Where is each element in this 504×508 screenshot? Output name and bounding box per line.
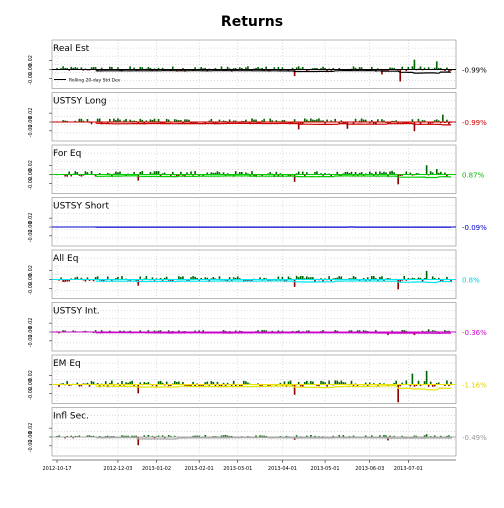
x-tick-label: 2012-10-17 — [42, 466, 71, 472]
return-bar — [294, 385, 296, 395]
series-value-label: -0.36% — [462, 329, 487, 337]
x-tick-label: 2013-07-01 — [394, 466, 423, 472]
series-value-label: -0.99% — [462, 119, 487, 127]
series-label: For Eq — [53, 149, 81, 159]
return-bar — [111, 381, 113, 385]
y-tick-label: -0.02 — [28, 177, 34, 190]
chart-title: Returns — [221, 14, 283, 30]
return-bar — [131, 381, 133, 385]
return-bar — [418, 381, 420, 385]
return-bar — [290, 381, 292, 385]
return-bar — [397, 280, 399, 290]
return-bar — [399, 70, 401, 82]
return-bar — [137, 280, 139, 286]
y-tick-label: -0.02 — [28, 72, 34, 85]
series-label: USTSY Long — [53, 97, 107, 107]
return-bar — [334, 380, 336, 384]
x-tick-label: 2012-12-03 — [103, 466, 132, 472]
return-bar — [347, 122, 349, 129]
return-bar — [336, 381, 338, 385]
return-bar — [351, 381, 353, 385]
y-tick-label: -0.02 — [28, 282, 34, 295]
return-bar — [414, 122, 416, 131]
return-bar — [391, 171, 393, 175]
return-bar — [436, 61, 438, 69]
series-label: EM Eq — [53, 359, 81, 369]
series-value-label: -0.09% — [462, 224, 487, 232]
return-bar — [397, 175, 399, 185]
y-tick-label: -0.02 — [28, 439, 34, 452]
x-tick-label: 2013-02-01 — [185, 466, 214, 472]
return-bar — [137, 385, 139, 394]
return-bar — [328, 381, 330, 385]
series-label: All Eq — [53, 254, 78, 264]
series-value-label: -1.16% — [462, 382, 487, 390]
x-tick-label: 2013-06-03 — [355, 466, 384, 472]
return-bar — [446, 380, 448, 384]
series-value-label: -0.99% — [462, 67, 487, 75]
return-bar — [294, 70, 296, 77]
y-tick-label: -0.02 — [28, 334, 34, 347]
return-bar — [233, 381, 235, 385]
y-tick-label: -0.02 — [28, 124, 34, 137]
series-label: USTSY Int. — [53, 307, 100, 317]
return-bar — [406, 380, 408, 384]
x-tick-label: 2013-05-01 — [311, 466, 340, 472]
x-tick-label: 2013-03-01 — [223, 466, 252, 472]
rolling-std-line — [96, 71, 451, 74]
series-value-label: -0.49% — [462, 434, 487, 442]
return-bar — [426, 165, 428, 174]
x-axis: 2012-10-17 2012-12-03 2013-01-02 2013-02-01… — [42, 460, 456, 472]
return-bar — [426, 371, 428, 385]
legend-label: Rolling 20-day Std Dev — [69, 78, 121, 84]
return-bar — [137, 175, 139, 181]
return-bar — [412, 374, 414, 385]
rolling-std-line — [96, 438, 451, 439]
x-tick-label: 2013-04-01 — [268, 466, 297, 472]
series-value-label: 0.87% — [462, 172, 485, 180]
series-label: Infl Sec. — [53, 412, 89, 422]
return-bar — [395, 381, 397, 385]
series-value-label: 0.8% — [462, 277, 480, 285]
return-bar — [436, 169, 438, 175]
return-bar — [381, 70, 383, 75]
series-label: USTSY Short — [53, 202, 109, 212]
x-tick-label: 2013-01-02 — [142, 466, 171, 472]
return-bar — [341, 381, 343, 385]
return-bar — [442, 115, 444, 122]
return-bar — [298, 122, 300, 129]
return-bar — [426, 271, 428, 280]
return-bar — [414, 60, 416, 70]
return-bar — [294, 175, 296, 182]
y-tick-label: -0.02 — [28, 229, 34, 242]
y-tick-label: -0.02 — [28, 387, 34, 400]
rolling-std-line — [96, 333, 451, 334]
series-label: Real Est — [53, 44, 90, 54]
return-bar — [294, 280, 296, 287]
